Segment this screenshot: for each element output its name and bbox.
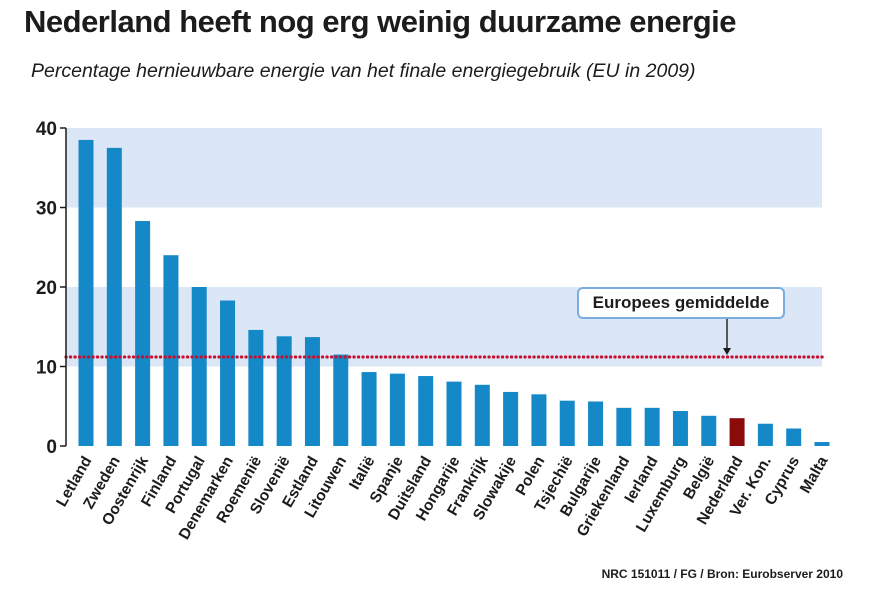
grid-bands [66, 128, 822, 367]
bar-nederland [729, 418, 745, 446]
bar-estland [304, 337, 320, 446]
y-axis: 0 10 20 30 40 [36, 119, 67, 458]
y-tick-label: 0 [46, 437, 57, 458]
bar-ver-kon- [757, 423, 773, 446]
x-tick-labels: LetlandZwedenOostenrijkFinlandPortugalDe… [53, 453, 831, 542]
bar-finland [163, 255, 179, 446]
callout-arrowhead [723, 347, 731, 355]
bar-cyprus [786, 428, 802, 446]
bar-hongarije [446, 381, 462, 446]
bar-oostenrijk [135, 221, 151, 446]
bars [78, 139, 830, 447]
bar-griekenland [616, 407, 632, 446]
bar-bulgarije [588, 401, 604, 446]
source-credit: NRC 151011 / FG / Bron: Eurobserver 2010 [601, 567, 843, 581]
bar-spanje [389, 373, 405, 446]
y-tick-label: 30 [36, 199, 57, 220]
bar-duitsland [418, 376, 434, 446]
grid-band [66, 128, 822, 208]
x-tick-label: Malta [797, 453, 832, 496]
bar-letland [78, 139, 94, 447]
bar-litouwen [333, 354, 349, 446]
bar-frankrijk [474, 384, 490, 446]
chart-title: Nederland heeft nog erg weinig duurzame … [24, 4, 737, 39]
bar-roemeni- [248, 329, 264, 446]
average-callout: Europees gemiddelde [577, 287, 785, 319]
bar-malta [814, 442, 830, 446]
bar-itali- [361, 372, 377, 446]
average-line-group [64, 318, 826, 359]
bar-denemarken [220, 300, 236, 446]
y-tick-label: 20 [36, 278, 57, 299]
bar-polen [531, 394, 547, 446]
bar-slowakije [503, 391, 519, 446]
bar-portugal [191, 287, 207, 446]
bar-ierland [644, 407, 660, 446]
bar-belgi- [701, 415, 717, 446]
y-tick-label: 40 [36, 119, 57, 140]
bar-zweden [106, 147, 122, 446]
bar-tsjechi- [559, 400, 575, 446]
bar-luxemburg [672, 411, 688, 446]
chart-subtitle: Percentage hernieuwbare energie van het … [31, 60, 696, 82]
bar-sloveni- [276, 336, 292, 446]
y-tick-label: 10 [36, 358, 57, 379]
